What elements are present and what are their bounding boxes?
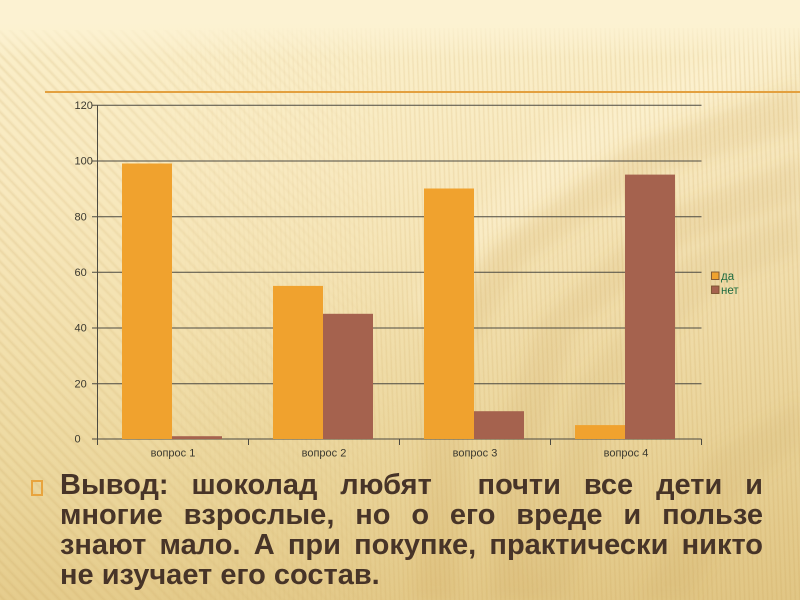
svg-text:нет: нет <box>721 285 739 297</box>
svg-text:40: 40 <box>75 323 87 335</box>
svg-text:0: 0 <box>75 434 81 446</box>
svg-text:вопрос 4: вопрос 4 <box>604 448 649 460</box>
svg-text:120: 120 <box>75 100 93 112</box>
svg-text:вопрос 2: вопрос 2 <box>302 448 347 460</box>
svg-text:60: 60 <box>75 267 87 279</box>
svg-text:80: 80 <box>75 211 87 223</box>
svg-text:вопрос 3: вопрос 3 <box>453 448 498 460</box>
svg-text:20: 20 <box>75 378 87 390</box>
svg-text:100: 100 <box>75 156 93 168</box>
svg-text:вопрос 1: вопрос 1 <box>151 448 196 460</box>
svg-text:да: да <box>721 271 735 283</box>
